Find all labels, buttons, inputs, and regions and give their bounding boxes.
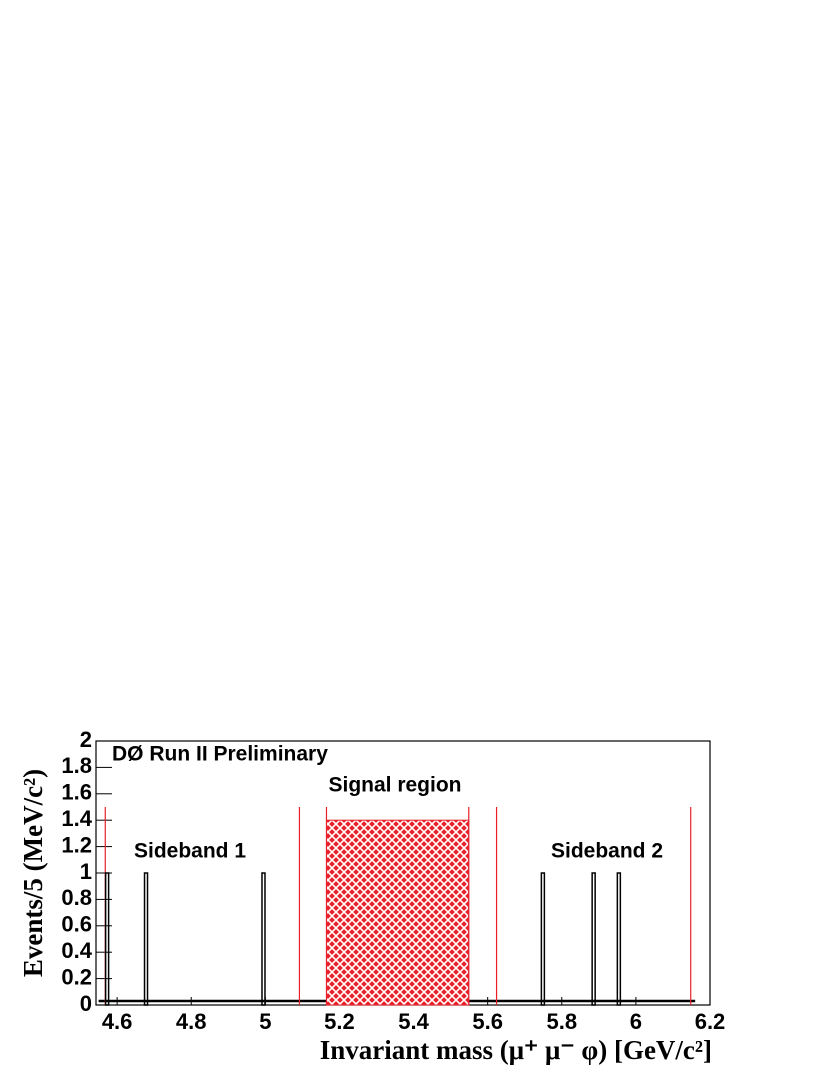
y-tick-label: 1 — [80, 859, 92, 884]
y-tick-label: 1.6 — [61, 780, 92, 805]
x-tick-label: 4.8 — [176, 1009, 207, 1034]
x-tick-label: 5 — [259, 1009, 271, 1034]
x-tick-label: 5.6 — [472, 1009, 503, 1034]
annotation: Sideband 1 — [134, 840, 246, 863]
bar — [143, 872, 149, 1006]
y-tick-label: 0.6 — [61, 912, 92, 937]
x-tick-label: 5.4 — [398, 1009, 429, 1034]
y-tick-label: 2 — [80, 727, 92, 752]
annotation: Sideband 2 — [551, 840, 663, 863]
y-tick-label: 1.8 — [61, 753, 92, 778]
bar — [104, 872, 110, 1006]
x-tick-label: 6 — [630, 1009, 642, 1034]
x-tick-label: 4.6 — [102, 1009, 133, 1034]
y-tick-label: 0.2 — [61, 964, 92, 989]
bar — [616, 872, 622, 1006]
x-tick-label: 6.2 — [695, 1009, 726, 1034]
bar — [261, 872, 266, 1006]
signal-region — [325, 819, 470, 1006]
x-tick-label: 5.2 — [324, 1009, 355, 1034]
chart-title: DØ Run II Preliminary — [112, 743, 328, 766]
y-tick-label: 1.4 — [61, 806, 92, 831]
y-tick-label: 0.8 — [61, 885, 92, 910]
bar — [540, 872, 546, 1006]
x-tick-label: 5.8 — [546, 1009, 577, 1034]
x-axis-label: Invariant mass (μ⁺ μ⁻ φ) [GeV/c²] — [320, 1035, 712, 1065]
y-tick-label: 0.4 — [61, 938, 92, 963]
y-axis-label: Events/5 (MeV/c²) — [18, 769, 48, 977]
y-tick-label: 1.2 — [61, 832, 92, 857]
y-tick-label: 0 — [80, 991, 92, 1016]
annotation: Signal region — [328, 774, 461, 797]
bar — [591, 872, 596, 1006]
